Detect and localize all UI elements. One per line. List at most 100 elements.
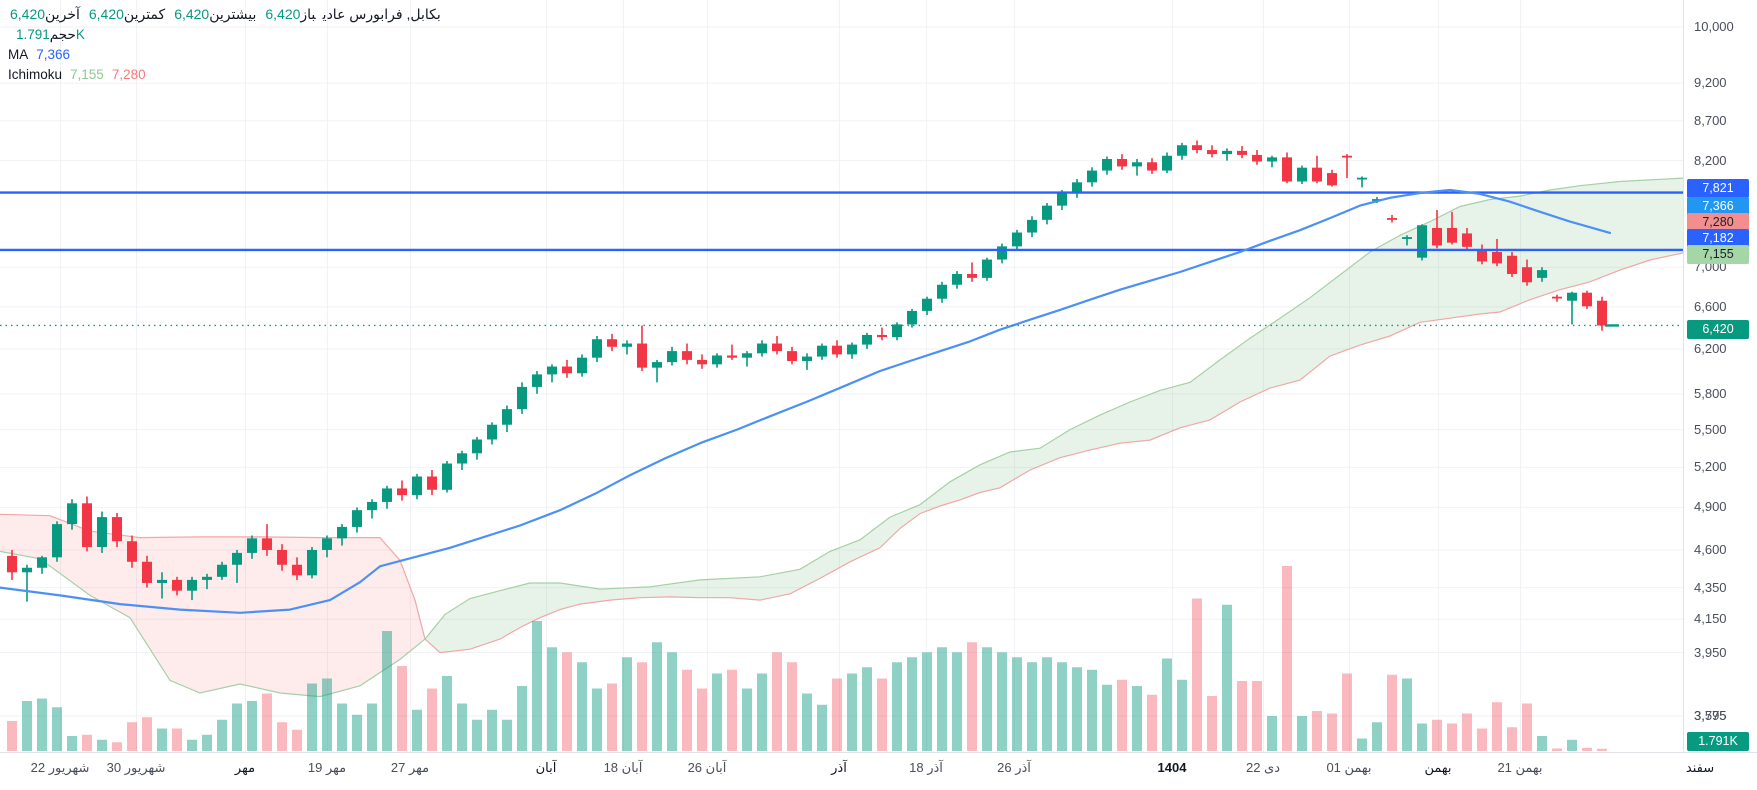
candle-body xyxy=(862,334,872,345)
volume-bar xyxy=(817,704,827,751)
date-tick-label: 01 بهمن xyxy=(1326,760,1372,775)
candle-body xyxy=(172,579,182,591)
candle-body xyxy=(367,501,377,511)
price-tick-label: 4,350 xyxy=(1694,579,1727,595)
price-tick-label: 4,150 xyxy=(1694,611,1727,627)
volume-bar xyxy=(7,721,17,751)
candle-body xyxy=(67,503,77,525)
candle-body xyxy=(307,549,317,576)
volume-bar xyxy=(1432,719,1442,751)
candle-body xyxy=(1447,227,1457,243)
volume-bar xyxy=(877,678,887,751)
volume-bar xyxy=(1117,679,1127,751)
candle-body xyxy=(607,339,617,347)
candle-wick xyxy=(746,351,748,367)
volume-bar xyxy=(847,673,857,751)
volume-bar xyxy=(1327,713,1337,751)
candle-body xyxy=(457,453,467,464)
date-tick-label: 21 بهمن xyxy=(1497,760,1543,775)
candle-body xyxy=(487,424,497,440)
volume-bar xyxy=(787,662,797,751)
candle-body xyxy=(652,362,662,368)
candle-wick xyxy=(236,549,238,583)
price-badge: 6,420 xyxy=(1687,319,1749,339)
candle-body xyxy=(802,356,812,361)
last-value: 6,420 xyxy=(10,6,46,22)
price-badge: 7,366 xyxy=(1687,196,1749,216)
candle-body xyxy=(352,510,362,527)
volume-bar xyxy=(37,698,47,751)
volume-bar xyxy=(922,652,932,751)
volume-bar xyxy=(1297,716,1307,751)
candle-wick xyxy=(206,573,208,590)
date-tick-label: سفند xyxy=(1685,760,1715,775)
volume-bar xyxy=(457,703,467,751)
volume-bar xyxy=(52,707,62,751)
candle-wick xyxy=(731,344,733,360)
volume-bar xyxy=(292,729,302,751)
candle-body xyxy=(1552,296,1562,299)
candle-wick xyxy=(26,564,28,602)
volume-bar xyxy=(172,728,182,751)
candle-body xyxy=(82,503,92,548)
date-tick-label: 22 شهریور xyxy=(30,760,90,775)
ichimoku-legend-row[interactable]: Ichimoku 7,155 7,280 xyxy=(8,66,441,83)
volume-bar xyxy=(667,652,677,751)
candle-body xyxy=(1522,267,1532,283)
volume-bar xyxy=(1027,662,1037,751)
volume-bar xyxy=(1312,711,1322,751)
volume-bar xyxy=(307,683,317,751)
price-tick-label: 3,595 xyxy=(1694,707,1727,723)
candle-body xyxy=(1252,154,1262,162)
candle-body xyxy=(1027,219,1037,233)
candle-body xyxy=(157,579,167,583)
volume-bar xyxy=(1582,747,1592,751)
price-badge: 1.791K xyxy=(1687,731,1749,751)
volume-bar xyxy=(1447,723,1457,751)
ma-label: MA xyxy=(8,47,29,62)
volume-bar xyxy=(1252,681,1262,751)
candle-body xyxy=(1297,167,1307,182)
candle-body xyxy=(277,549,287,565)
volume-bar xyxy=(772,652,782,751)
candle-body xyxy=(502,409,512,425)
price-badge: 7,182 xyxy=(1687,228,1749,248)
candle-body xyxy=(1147,162,1157,171)
ma-legend-row[interactable]: MA 7,366 xyxy=(8,46,441,63)
volume-bar xyxy=(1357,738,1367,751)
volume-label: حجم xyxy=(49,27,76,42)
volume-bar xyxy=(1552,748,1562,751)
candle-body xyxy=(1507,255,1517,274)
candle-body xyxy=(7,555,17,573)
candle-body xyxy=(1057,192,1067,206)
candle-body xyxy=(247,538,257,553)
candle-body xyxy=(682,351,692,360)
date-tick-label: 22 دی xyxy=(1245,760,1281,775)
candle-body xyxy=(1492,251,1502,264)
date-tick-label: 26 آبان xyxy=(687,760,727,775)
symbol-legend-row[interactable]: بکابل, فرابورس عادیباز6,420بیشترین6,420ک… xyxy=(8,6,441,23)
volume-bar xyxy=(397,666,407,751)
candle-body xyxy=(577,357,587,374)
candle-body xyxy=(757,343,767,354)
high-value: 6,420 xyxy=(174,6,210,22)
volume-bar xyxy=(1567,739,1577,751)
price-badge: 7,280 xyxy=(1687,212,1749,232)
volume-bar xyxy=(1507,727,1517,751)
candle-body xyxy=(142,561,152,583)
price-tick-label: 10,000 xyxy=(1694,19,1734,34)
candle-wick xyxy=(881,327,883,341)
volume-bar xyxy=(232,703,242,751)
open-value: 6,420 xyxy=(265,6,301,22)
candle-body xyxy=(1072,182,1082,193)
candle-body xyxy=(847,344,857,355)
volume-bar xyxy=(712,673,722,751)
volume-bar xyxy=(187,739,197,751)
candle-body xyxy=(1537,270,1547,278)
volume-bar xyxy=(127,722,137,751)
volume-bar xyxy=(532,621,542,751)
volume-bar xyxy=(1222,604,1232,751)
price-tick-label: 8,700 xyxy=(1694,112,1727,128)
volume-legend-row[interactable]: حجم1.791K xyxy=(8,26,441,43)
